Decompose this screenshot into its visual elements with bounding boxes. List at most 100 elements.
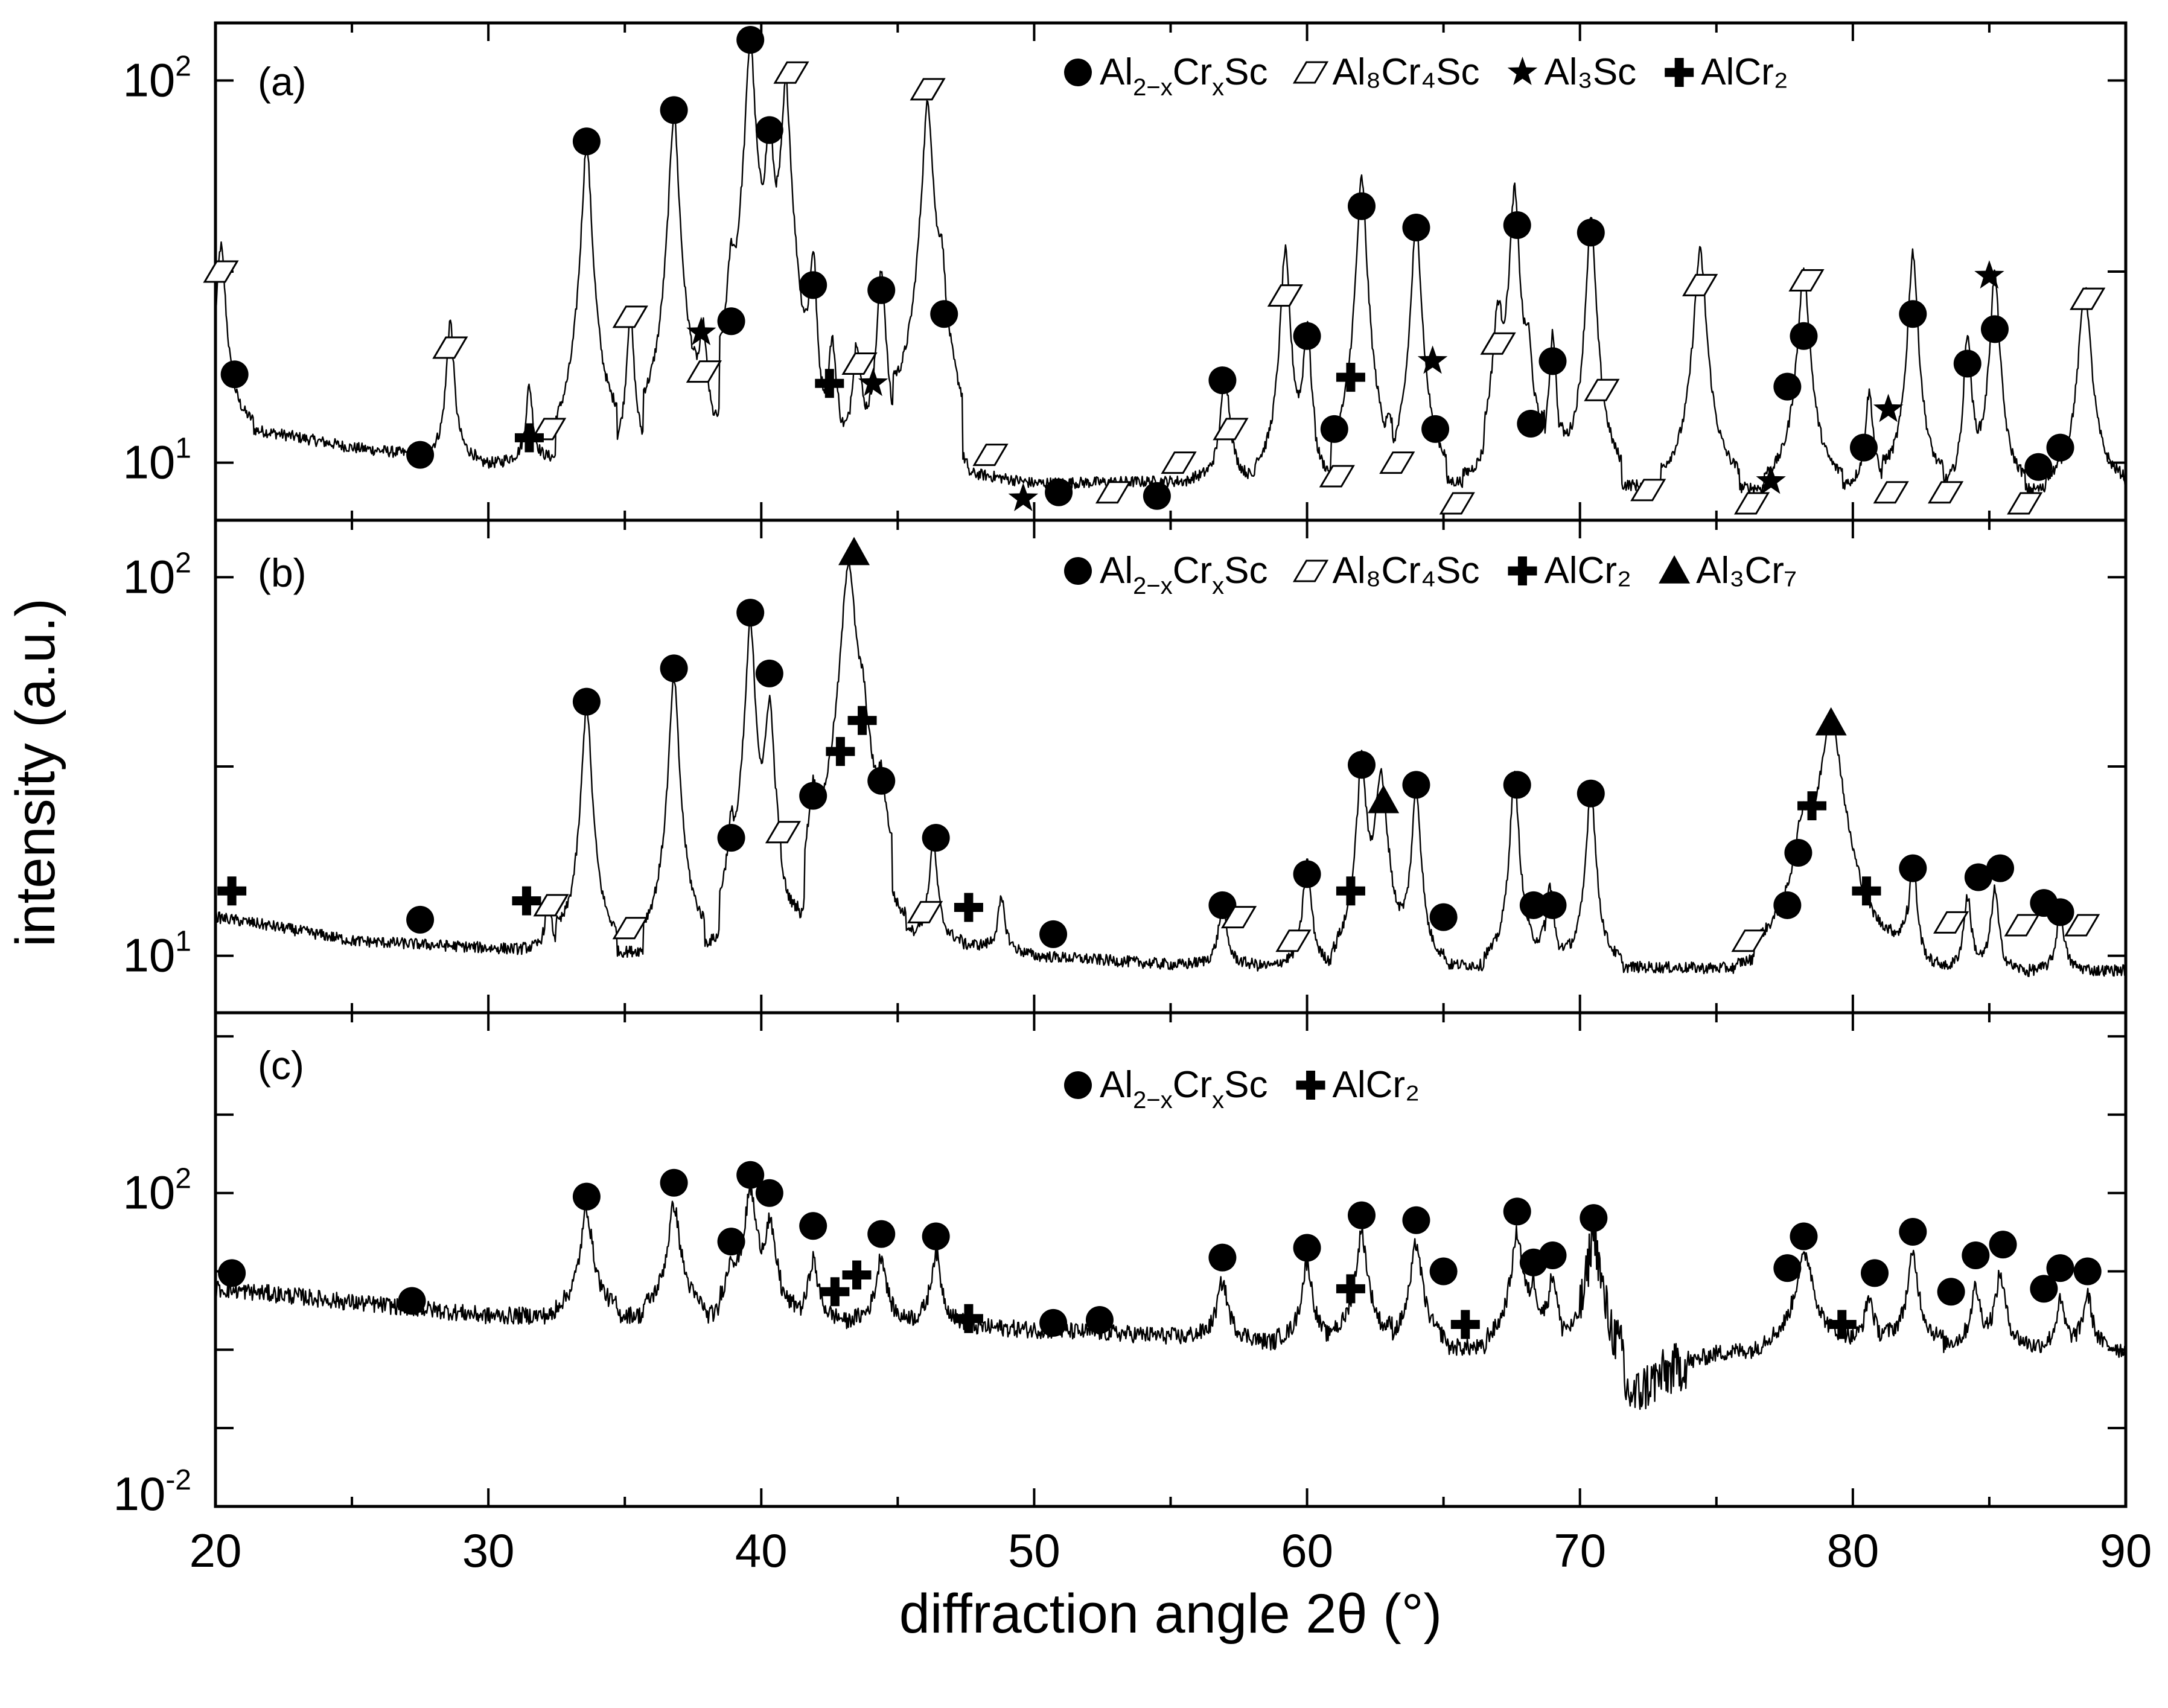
circle-marker: [1899, 1217, 1927, 1246]
circle-marker: [1045, 478, 1073, 506]
circle-marker: [2073, 1257, 2102, 1286]
circle-marker: [1784, 838, 1813, 867]
parallelogram-marker: [1220, 906, 1257, 929]
diffraction-pattern: [214, 559, 2126, 977]
circle-marker: [1861, 1259, 1889, 1287]
circle-marker: [799, 1212, 827, 1240]
star-marker: [1417, 345, 1448, 374]
circle-marker: [1964, 863, 1992, 891]
x-tick-label: 60: [1281, 1524, 1333, 1577]
star-marker: [686, 316, 716, 345]
circle-marker: [1953, 349, 1981, 378]
parallelogram-marker: [1733, 492, 1770, 515]
legend-triangle-icon: [1659, 555, 1691, 584]
parallelogram-marker: [1275, 929, 1312, 952]
circle-marker: [1320, 415, 1348, 443]
parallelogram-marker: [203, 260, 239, 283]
plus-marker: [820, 1277, 850, 1307]
y-tick-label: 101: [123, 926, 191, 982]
circle-marker: [572, 687, 601, 716]
legend-circle-icon: [1064, 557, 1092, 585]
circle-marker: [1039, 1308, 1068, 1337]
plus-marker: [1450, 1310, 1480, 1339]
triangle-marker: [1368, 785, 1400, 814]
circle-marker: [1773, 372, 1802, 401]
circle-marker: [1293, 860, 1321, 888]
circle-marker: [1348, 192, 1376, 220]
x-tick-label: 30: [462, 1524, 515, 1577]
parallelogram-marker: [1584, 378, 1620, 401]
circle-marker: [2024, 453, 2053, 481]
circle-marker: [2046, 433, 2074, 462]
triangle-marker: [838, 537, 870, 566]
legend-a: Al2−xCrxSc Al₈Cr₄Sc Al₃Sc AlCr₂: [1064, 51, 1788, 101]
diffraction-pattern: [214, 40, 2126, 494]
parallelogram-marker: [1379, 451, 1415, 474]
x-axis-title: diffraction angle 2θ (°): [899, 1583, 1442, 1645]
legend-label: Al₃Cr₇: [1696, 550, 1797, 591]
star-marker: [1974, 260, 2004, 289]
plus-marker: [842, 1260, 872, 1290]
circle-marker: [1790, 322, 1818, 350]
circle-marker: [406, 905, 435, 934]
y-tick-label: 101: [123, 433, 191, 489]
parallelogram-marker: [1682, 273, 1718, 296]
circle-marker: [660, 1168, 688, 1197]
plus-marker: [954, 1304, 983, 1333]
legend-parallelogram-icon: [1292, 559, 1329, 582]
parallelogram-marker: [1480, 332, 1516, 355]
star-marker: [858, 368, 888, 397]
plus-marker: [1852, 876, 1881, 906]
panel-a: 102 101 (a) Al2−xCrxSc Al₈Cr₄Sc Al₃Sc AlCr₂: [123, 21, 2128, 522]
y-tick-label: 102: [123, 1163, 191, 1219]
star-marker: [1756, 465, 1786, 494]
parallelogram-marker: [1213, 418, 1249, 441]
circle-marker: [220, 360, 249, 389]
circle-marker: [717, 824, 745, 852]
circle-marker: [736, 1161, 765, 1189]
plus-marker: [217, 876, 247, 906]
circle-marker: [867, 766, 896, 795]
legend-b: Al2−xCrxSc Al₈Cr₄Sc AlCr₂ Al₃Cr₇: [1064, 550, 1797, 599]
circle-marker: [1538, 1241, 1567, 1270]
plus-marker: [847, 706, 877, 735]
circle-marker: [1577, 779, 1605, 808]
circle-marker: [1519, 891, 1548, 919]
circle-marker: [1208, 366, 1237, 395]
parallelogram-marker: [1267, 284, 1304, 307]
circle-marker: [1980, 315, 2009, 343]
legend-circle-icon: [1064, 59, 1092, 86]
y-tick-label: 102: [123, 547, 191, 603]
plus-marker: [954, 893, 983, 922]
circle-marker: [1577, 218, 1605, 247]
circle-marker: [1421, 415, 1450, 443]
panel-label: (a): [258, 59, 307, 104]
x-tick-label: 90: [2100, 1524, 2152, 1577]
circle-marker: [1293, 322, 1321, 350]
parallelogram-marker: [432, 336, 468, 359]
x-tick-label: 20: [190, 1524, 242, 1577]
circle-marker: [1039, 920, 1068, 948]
plus-marker: [1336, 876, 1365, 906]
y-axis-title: intensity (a.u.): [5, 598, 66, 947]
parallelogram-marker: [1731, 929, 1767, 952]
circle-marker: [1402, 214, 1430, 242]
circle-marker: [1402, 1206, 1430, 1234]
circle-marker: [1899, 854, 1927, 882]
parallelogram-marker: [910, 78, 946, 101]
legend-plus-icon: [1665, 58, 1694, 87]
legend-label: Al2−xCrxSc: [1100, 550, 1268, 599]
circle-marker: [755, 1179, 783, 1207]
circle-marker: [572, 1182, 601, 1211]
parallelogram-marker: [2004, 914, 2040, 937]
parallelogram-marker: [612, 305, 648, 328]
legend-label: Al₈Cr₄Sc: [1333, 550, 1480, 591]
circle-marker: [799, 271, 827, 299]
parallelogram-marker: [1873, 481, 1909, 504]
circle-marker: [1293, 1234, 1321, 1262]
parallelogram-marker: [686, 360, 722, 383]
circle-marker: [1899, 300, 1927, 328]
circle-marker: [1348, 1201, 1376, 1229]
circle-marker: [1989, 1231, 2017, 1259]
